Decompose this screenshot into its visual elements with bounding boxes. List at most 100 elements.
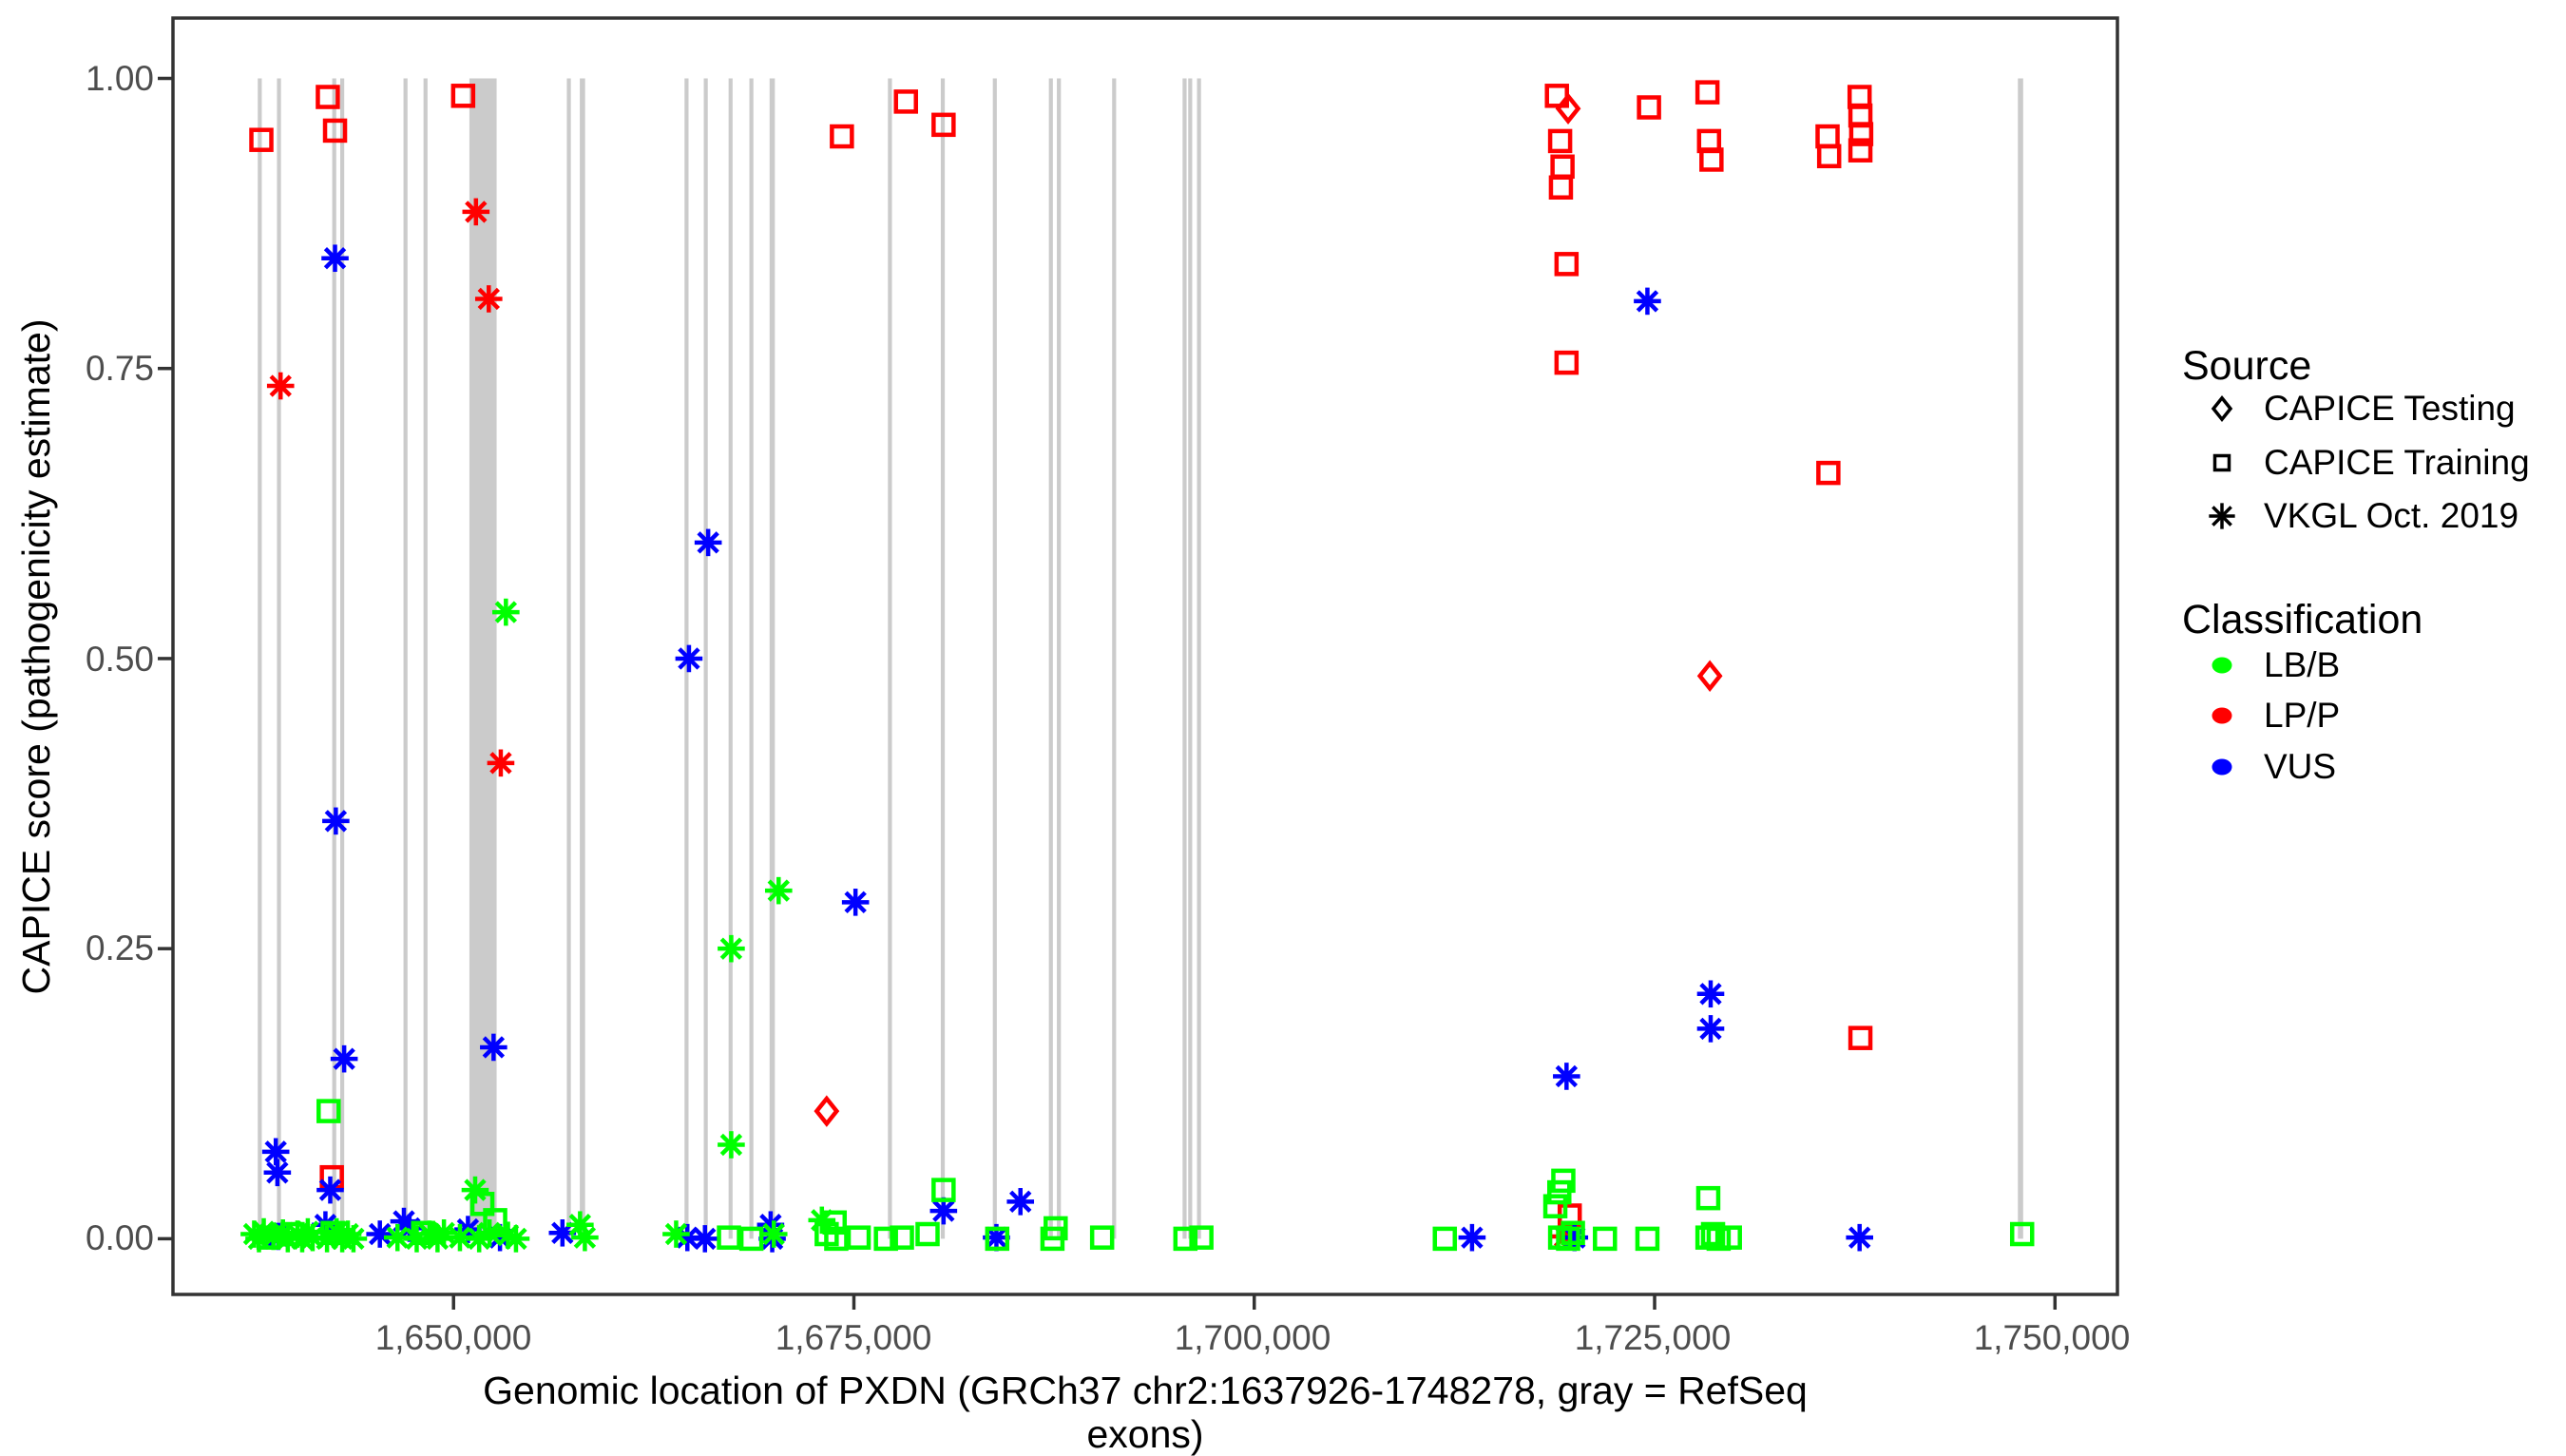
pxdn-capice-scatter-figure: 1.00 0.75 0.50 0.25 0.00 1,650,000 1,675… <box>14 16 2530 1456</box>
vkgl-asterisk-marker <box>502 1225 530 1253</box>
vkgl-asterisk-marker <box>718 934 745 963</box>
testing-diamond-marker <box>1696 660 1723 692</box>
training-square-marker <box>1561 1220 1585 1246</box>
training-square-marker <box>1848 122 1874 146</box>
classification-dot <box>2212 707 2232 724</box>
capice-testing-diamond-icon <box>2211 394 2233 423</box>
legend-source-title: Source <box>2182 343 2312 389</box>
vkgl-asterisk-marker <box>2209 503 2235 529</box>
training-square-marker <box>1547 1179 1572 1205</box>
vkgl-asterisk-marker <box>1553 1063 1580 1090</box>
y-tick-label: 1.00 <box>85 59 154 98</box>
vkgl-asterisk-marker <box>571 1223 599 1252</box>
vkgl-asterisk-marker <box>492 598 520 626</box>
training-square-marker <box>322 118 348 144</box>
classification-dot <box>2212 657 2232 674</box>
vkgl-asterisk-marker <box>316 1176 344 1204</box>
training-square-marker <box>915 1221 940 1247</box>
training-square-marker <box>1044 1216 1068 1241</box>
vkgl-asterisk-marker <box>321 244 349 273</box>
training-square-marker <box>249 127 274 152</box>
refseq-exon-bar <box>566 78 571 1239</box>
training-square-marker <box>1699 147 1724 172</box>
training-square-marker <box>1815 124 1840 149</box>
refseq-exon-bar <box>769 78 776 1239</box>
vkgl-asterisk-marker <box>263 1159 292 1187</box>
refseq-exon-bar <box>888 78 892 1239</box>
vkgl-asterisk-marker <box>1696 1015 1725 1043</box>
training-square-marker <box>1848 1025 1873 1050</box>
vkgl-asterisk-marker <box>1006 1188 1035 1216</box>
vkgl-asterisk-marker <box>1634 287 1661 316</box>
refseq-exon-bar <box>340 78 345 1239</box>
refseq-exon-bar <box>728 78 733 1239</box>
training-square-marker <box>931 1178 956 1202</box>
training-square-marker <box>1700 1221 1726 1247</box>
training-square-marker <box>931 112 956 138</box>
vkgl-asterisk-marker <box>718 1131 745 1159</box>
training-square-marker <box>1635 1226 1660 1252</box>
vkgl-asterisk-marker <box>339 1225 368 1253</box>
x-tick-label: 1,650,000 <box>374 1318 532 1357</box>
refseq-exon-bar <box>703 78 708 1239</box>
training-square-marker <box>1816 460 1841 486</box>
refseq-exon-bar <box>423 78 428 1239</box>
vkgl-asterisk-icon <box>2209 503 2235 529</box>
training-square-marker <box>1637 95 1661 120</box>
testing-diamond-marker <box>2211 394 2233 423</box>
legend-item-capice-training: CAPICE Training <box>2264 443 2530 482</box>
vkgl-asterisk-marker <box>841 889 870 916</box>
training-square-marker <box>1593 1226 1618 1252</box>
training-square-marker <box>1547 128 1573 154</box>
refseq-exon-bar <box>580 78 585 1239</box>
classification-dot <box>2212 758 2232 776</box>
vkgl-asterisk-marker <box>759 1220 788 1248</box>
legend-classification-title: Classification <box>2182 597 2423 642</box>
vkgl-asterisk-marker <box>474 285 503 313</box>
vkgl-asterisk-marker <box>475 1218 504 1247</box>
legend-item-lpp: LP/P <box>2264 696 2341 735</box>
y-tick-label: 0.00 <box>85 1218 154 1257</box>
training-square-marker <box>1189 1225 1214 1250</box>
training-square-marker <box>717 1225 741 1250</box>
testing-diamond-marker <box>814 1095 840 1127</box>
testing-diamond-marker <box>1555 92 1581 125</box>
training-square-marker <box>873 1226 898 1252</box>
training-square-marker <box>1554 252 1580 277</box>
training-square-marker <box>1695 1185 1721 1211</box>
vkgl-asterisk-marker <box>675 644 703 673</box>
legend-item-vus: VUS <box>2264 747 2337 786</box>
x-tick-label: 1,700,000 <box>1174 1318 1331 1357</box>
refseq-exon-bar <box>403 78 408 1239</box>
x-tick-label: 1,725,000 <box>1574 1318 1732 1357</box>
y-tick-label: 0.25 <box>85 929 154 967</box>
training-square-marker <box>469 1192 495 1217</box>
refseq-exon-bar <box>469 78 497 1239</box>
scatter-plot-canvas <box>158 16 2119 1310</box>
y-axis-title: CAPICE score (pathogenicity estimate) <box>14 318 58 995</box>
training-square-marker <box>1173 1226 1198 1252</box>
vkgl-asterisk-marker <box>462 198 490 226</box>
lbb-dot-icon <box>2212 657 2232 674</box>
training-square-marker <box>1432 1226 1458 1252</box>
x-tick-label: 1,675,000 <box>775 1318 932 1357</box>
training-square-marker <box>1556 1226 1580 1252</box>
training-square-marker <box>985 1226 1010 1252</box>
refseq-exon-bar <box>940 78 946 1239</box>
x-axis-title: Genomic location of PXDN (GRCh37 chr2:16… <box>483 1369 1808 1456</box>
training-square-marker <box>1550 154 1575 180</box>
y-tick-label: 0.50 <box>85 640 154 679</box>
training-square-marker <box>2212 453 2231 472</box>
refseq-exon-bar <box>277 78 281 1239</box>
y-tick-label: 0.75 <box>85 349 154 388</box>
refseq-exon-bar <box>1197 78 1201 1239</box>
vkgl-asterisk-marker <box>322 807 350 835</box>
refseq-exon-bar <box>332 78 336 1239</box>
x-tick-label: 1,750,000 <box>1973 1318 2131 1357</box>
training-square-marker <box>738 1226 764 1252</box>
training-square-marker <box>1695 80 1720 105</box>
vkgl-asterisk-marker <box>1458 1223 1486 1252</box>
vkgl-asterisk-marker <box>461 1176 489 1204</box>
refseq-exon-bar <box>258 78 262 1239</box>
vkgl-asterisk-marker <box>694 528 722 557</box>
